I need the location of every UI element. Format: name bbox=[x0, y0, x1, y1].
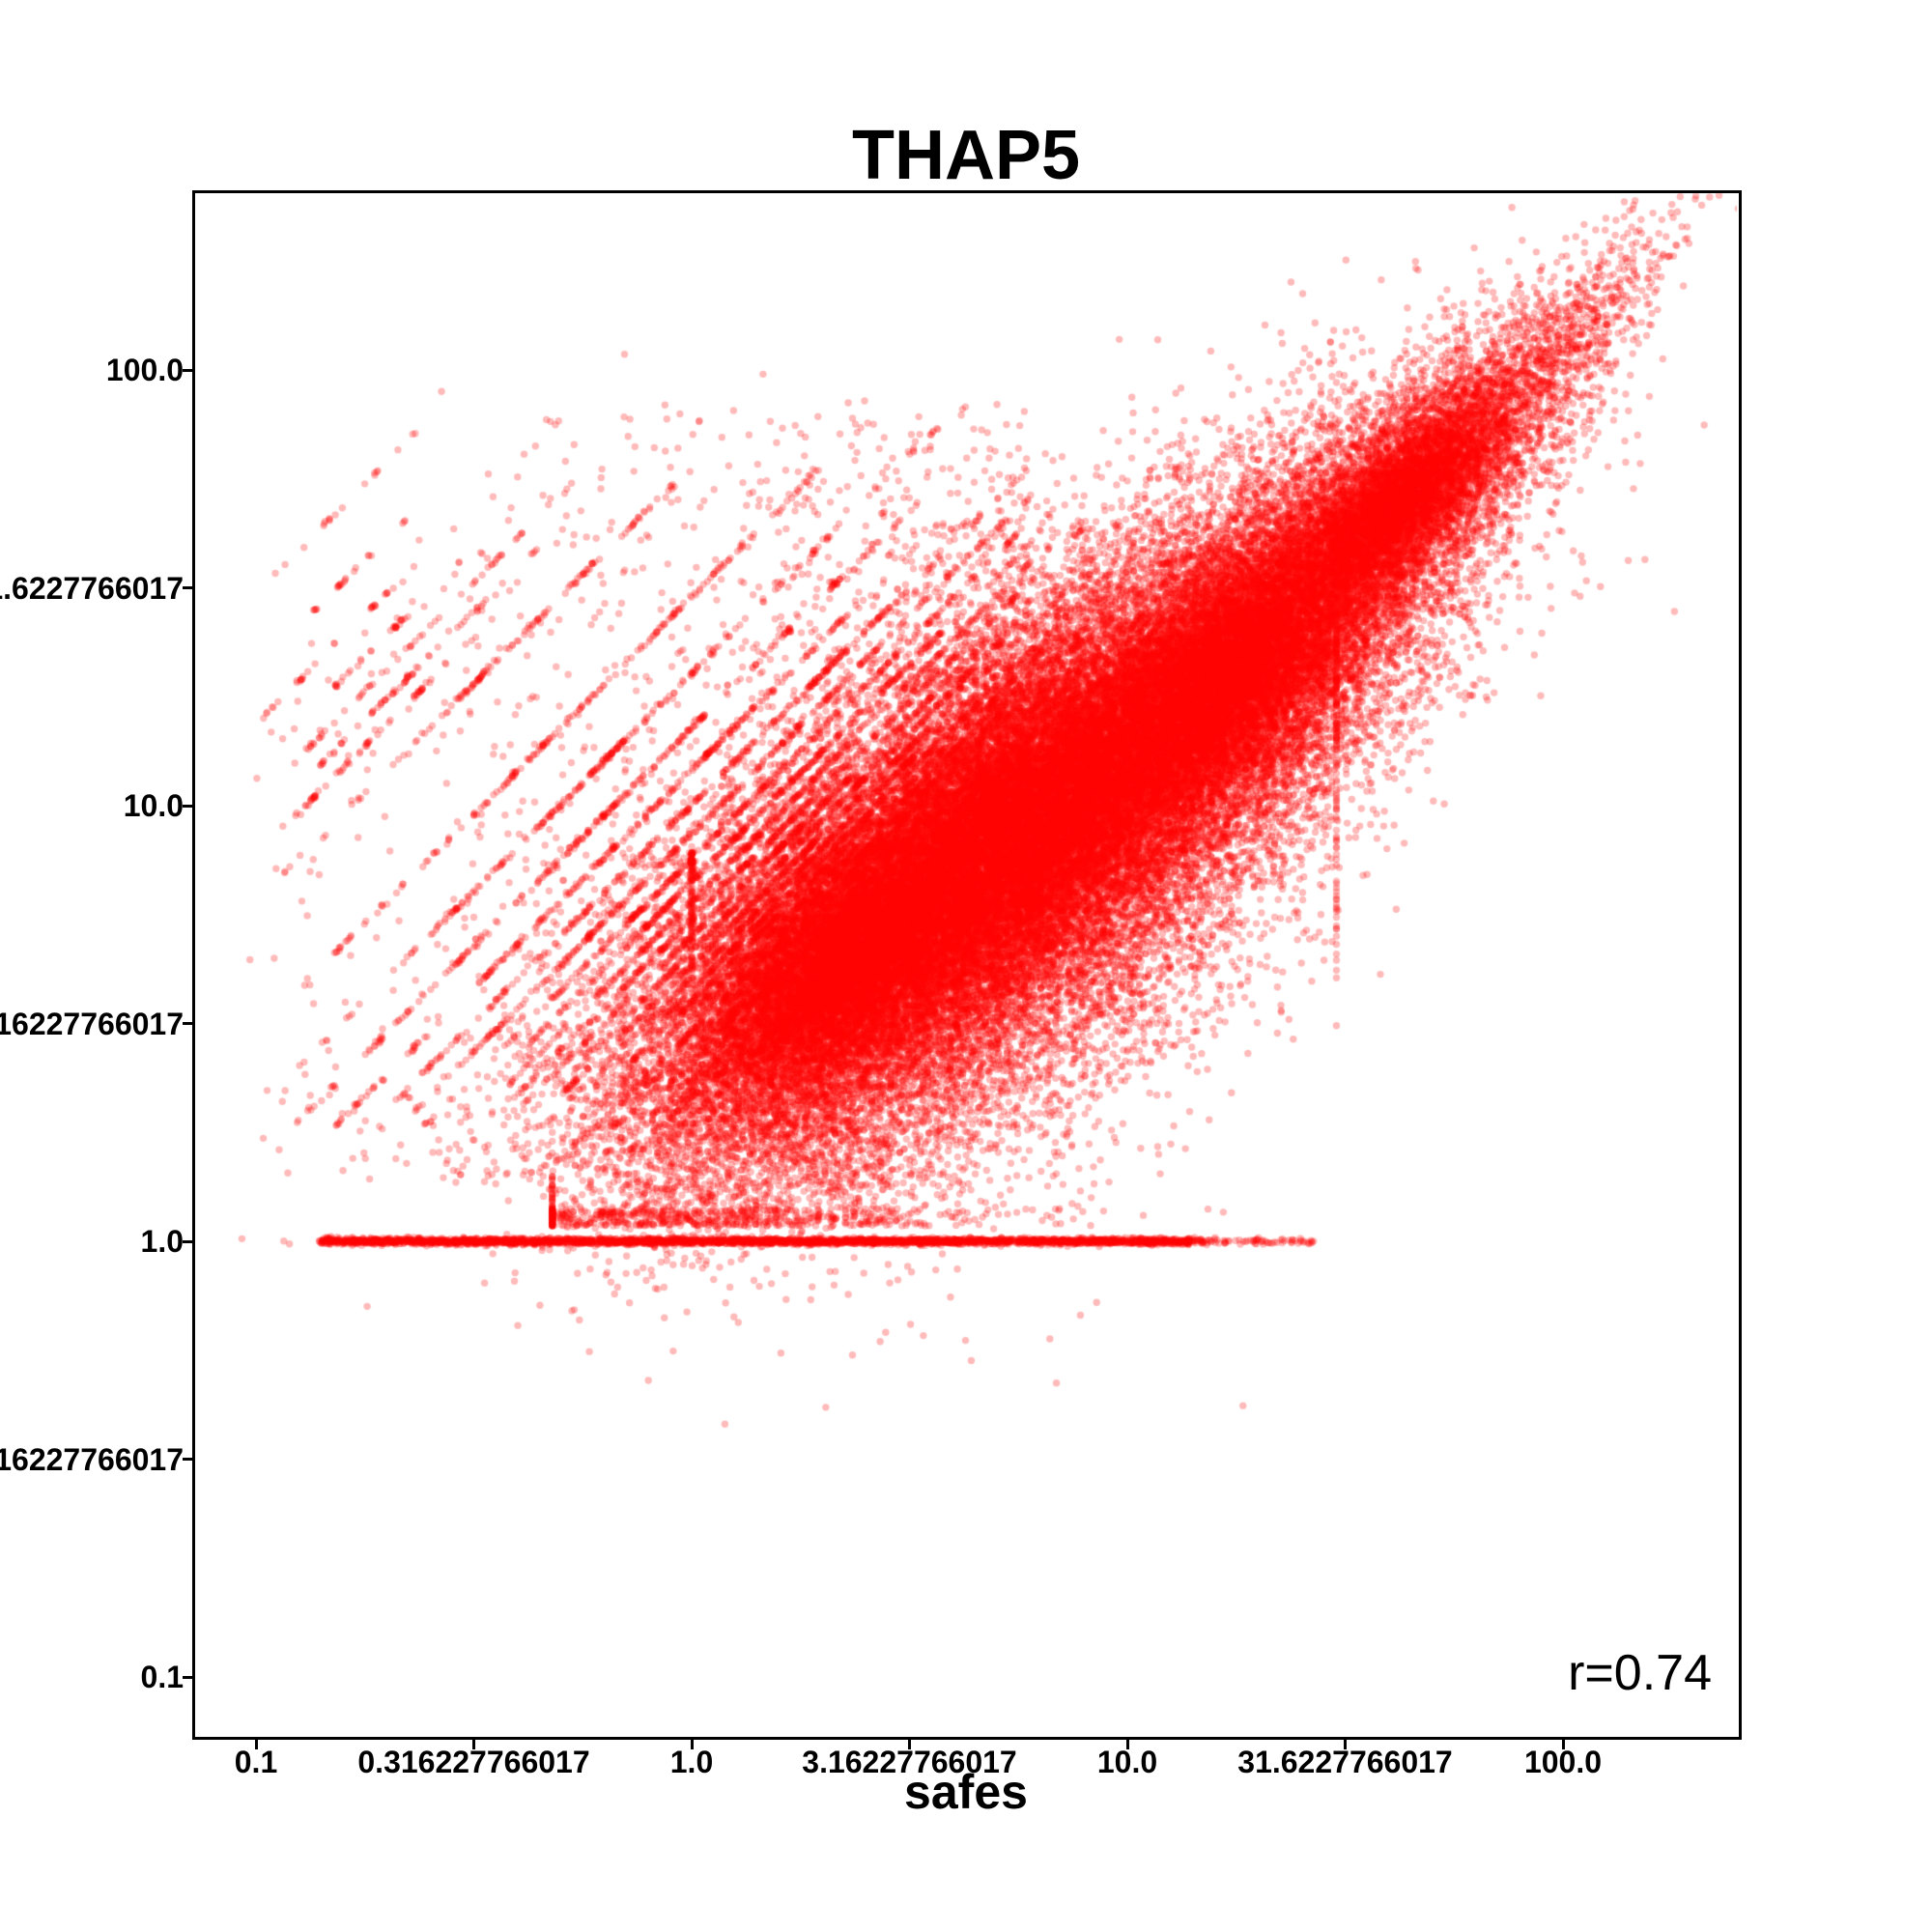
x-tick bbox=[1125, 1740, 1129, 1749]
y-tick bbox=[183, 1458, 192, 1461]
x-tick bbox=[1561, 1740, 1565, 1749]
y-tick bbox=[183, 1239, 192, 1243]
y-tick bbox=[183, 1675, 192, 1679]
x-tick-label: 0.316227766017 bbox=[357, 1745, 590, 1779]
x-tick-label: 3.16227766017 bbox=[802, 1745, 1017, 1779]
y-tick-label: 0.1 bbox=[140, 1660, 184, 1694]
y-tick bbox=[183, 804, 192, 808]
x-tick-label: 100.0 bbox=[1523, 1745, 1603, 1779]
y-tick-label: 31.6227766017 bbox=[0, 570, 184, 606]
figure-title: THAP5 bbox=[851, 117, 1081, 194]
y-tick-label: 100.0 bbox=[105, 353, 184, 387]
y-tick-label: 1.0 bbox=[140, 1224, 184, 1259]
x-tick bbox=[690, 1740, 694, 1749]
y-tick bbox=[183, 586, 192, 589]
x-tick-label: 10.0 bbox=[1096, 1745, 1158, 1779]
x-axis-label: safes bbox=[904, 1765, 1028, 1819]
x-tick-label: 31.6227766017 bbox=[1237, 1745, 1453, 1779]
y-tick bbox=[183, 1022, 192, 1025]
correlation-annotation: r=0.74 bbox=[1568, 1645, 1712, 1701]
x-tick-label: 1.0 bbox=[669, 1745, 714, 1779]
y-tick-label: 10.0 bbox=[123, 788, 184, 823]
x-tick bbox=[1344, 1740, 1347, 1749]
x-tick bbox=[472, 1740, 475, 1749]
x-tick bbox=[908, 1740, 911, 1749]
y-tick bbox=[183, 368, 192, 372]
y-tick-label: 3.16227766017 bbox=[0, 1006, 184, 1041]
x-tick bbox=[254, 1740, 258, 1749]
y-tick-label: 0.316227766017 bbox=[0, 1441, 184, 1477]
x-tick-label: 0.1 bbox=[234, 1745, 278, 1779]
